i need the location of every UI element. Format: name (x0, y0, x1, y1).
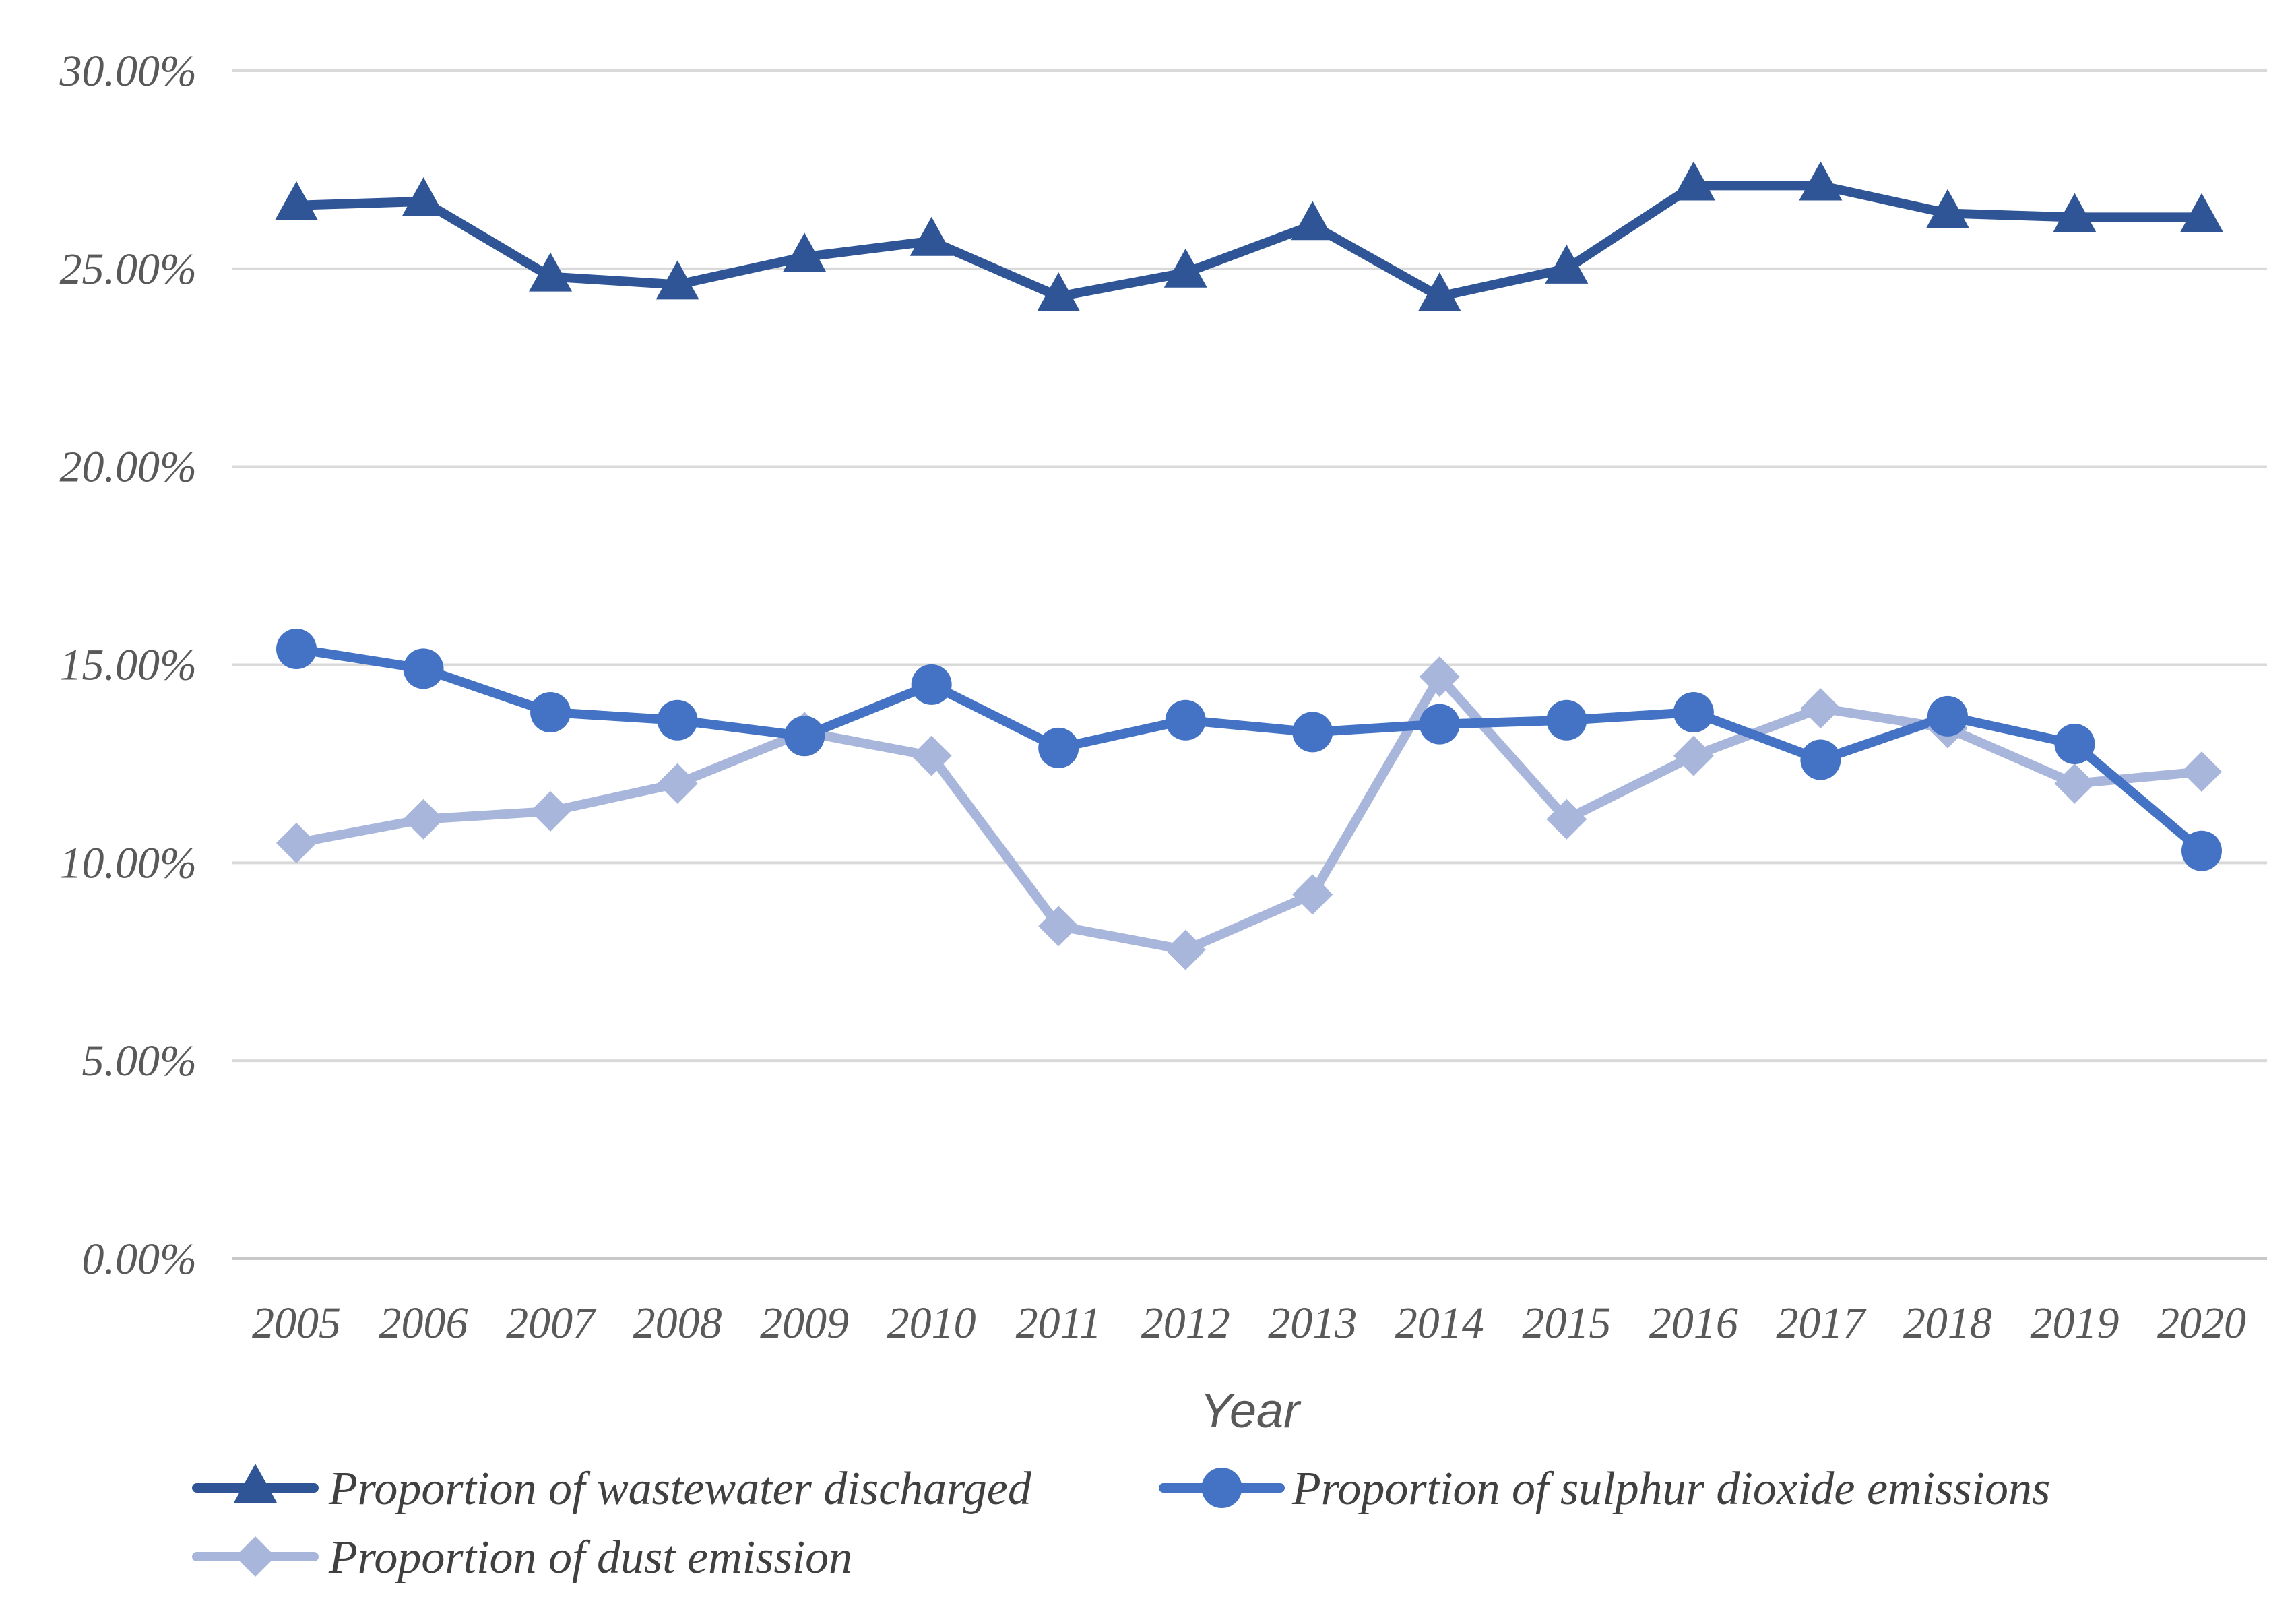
data-point-wastewater (1037, 272, 1081, 312)
x-tick-label: 2010 (887, 1299, 976, 1348)
data-point-dust (1038, 906, 1079, 947)
y-tick-label: 15.00% (60, 641, 197, 690)
data-point-dust (1673, 735, 1714, 776)
x-tick-label: 2013 (1268, 1299, 1357, 1348)
y-tick-label: 30.00% (59, 46, 197, 96)
data-point-wastewater (1163, 248, 1207, 288)
series-line-wastewater (292, 181, 2206, 301)
series-markers (275, 161, 2223, 970)
data-point-sulphur (1673, 692, 1714, 733)
y-tick-label: 5.00% (82, 1036, 197, 1086)
x-tick-label: 2005 (252, 1299, 341, 1348)
data-point-wastewater (2053, 193, 2097, 232)
data-point-sulphur (530, 692, 571, 733)
data-point-sulphur (1292, 712, 1333, 753)
data-point-dust (2054, 763, 2095, 804)
legend-label-dust: Proportion of dust emission (328, 1532, 852, 1584)
data-point-sulphur (1927, 695, 1968, 737)
legend-marker-wastewater (234, 1464, 277, 1503)
x-tick-label: 2008 (633, 1299, 722, 1348)
data-point-sulphur (1165, 699, 1206, 741)
data-point-sulphur (784, 716, 825, 757)
data-point-wastewater (656, 260, 699, 300)
data-point-wastewater (1671, 161, 1715, 201)
y-tick-label: 20.00% (60, 443, 197, 492)
data-point-dust (911, 735, 952, 776)
x-tick-label: 2019 (2030, 1299, 2119, 1348)
data-point-wastewater (275, 181, 318, 220)
gridlines (232, 69, 2267, 1260)
data-point-dust (1419, 656, 1460, 697)
data-point-sulphur (276, 628, 317, 669)
data-point-dust (276, 822, 317, 863)
data-point-sulphur (1038, 727, 1079, 768)
data-point-sulphur (403, 648, 444, 689)
data-point-dust (1800, 688, 1841, 729)
data-point-wastewater (1291, 201, 1335, 241)
data-point-wastewater (910, 216, 953, 256)
legend-marker-sulphur (1201, 1468, 1242, 1508)
data-point-sulphur (657, 699, 698, 741)
y-axis-tick-labels: 0.00% 5.00% 10.00% 15.00% 20.00% 25.00% 30.00% (59, 46, 197, 1284)
legend: Proportion of wastewater discharged Propo… (192, 1463, 2050, 1584)
data-point-dust (657, 763, 698, 804)
data-point-sulphur (911, 664, 952, 705)
x-tick-label: 2009 (760, 1299, 849, 1348)
data-point-dust (2181, 751, 2222, 792)
x-tick-label: 2014 (1395, 1299, 1484, 1348)
y-tick-label: 25.00% (60, 245, 197, 294)
x-tick-label: 2007 (506, 1299, 597, 1348)
x-tick-label: 2020 (2157, 1299, 2246, 1348)
series-line-dust (292, 672, 2206, 955)
y-tick-label: 0.00% (82, 1235, 197, 1284)
x-tick-label: 2011 (1016, 1299, 1102, 1348)
data-point-wastewater (783, 232, 827, 272)
x-tick-label: 2018 (1903, 1299, 1992, 1348)
data-point-dust (1546, 799, 1587, 840)
data-point-sulphur (1800, 739, 1841, 780)
data-point-wastewater (529, 252, 573, 292)
x-tick-label: 2017 (1776, 1299, 1867, 1348)
legend-label-wastewater: Proportion of wastewater discharged (328, 1463, 1032, 1515)
data-point-dust (530, 790, 571, 832)
data-point-dust (1165, 929, 1206, 970)
series-lines (292, 181, 2206, 955)
series-line-sulphur (292, 644, 2206, 856)
data-point-dust (1292, 874, 1333, 915)
legend-label-sulphur: Proportion of sulphur dioxide emissions (1292, 1463, 2050, 1515)
x-tick-label: 2012 (1141, 1299, 1230, 1348)
data-point-wastewater (1545, 244, 1589, 284)
legend-marker-dust (235, 1536, 276, 1577)
data-point-sulphur (2054, 724, 2095, 765)
x-tick-label: 2006 (379, 1299, 468, 1348)
data-point-wastewater (402, 177, 445, 216)
data-point-wastewater (1925, 189, 1969, 228)
data-point-dust (403, 799, 444, 840)
x-tick-label: 2015 (1522, 1299, 1611, 1348)
x-axis-tick-labels: 2005 2006 2007 2008 2009 2010 2011 2012 2013 2014… (252, 1299, 2246, 1348)
data-point-wastewater (1417, 272, 1461, 312)
y-tick-label: 10.00% (60, 838, 197, 887)
data-point-sulphur (1419, 704, 1460, 745)
data-point-wastewater (2180, 193, 2223, 232)
x-tick-label: 2016 (1649, 1299, 1738, 1348)
data-point-wastewater (1799, 161, 1843, 201)
x-axis-title: Year (1200, 1384, 1302, 1438)
data-point-sulphur (1546, 699, 1587, 741)
data-point-sulphur (2181, 830, 2222, 871)
